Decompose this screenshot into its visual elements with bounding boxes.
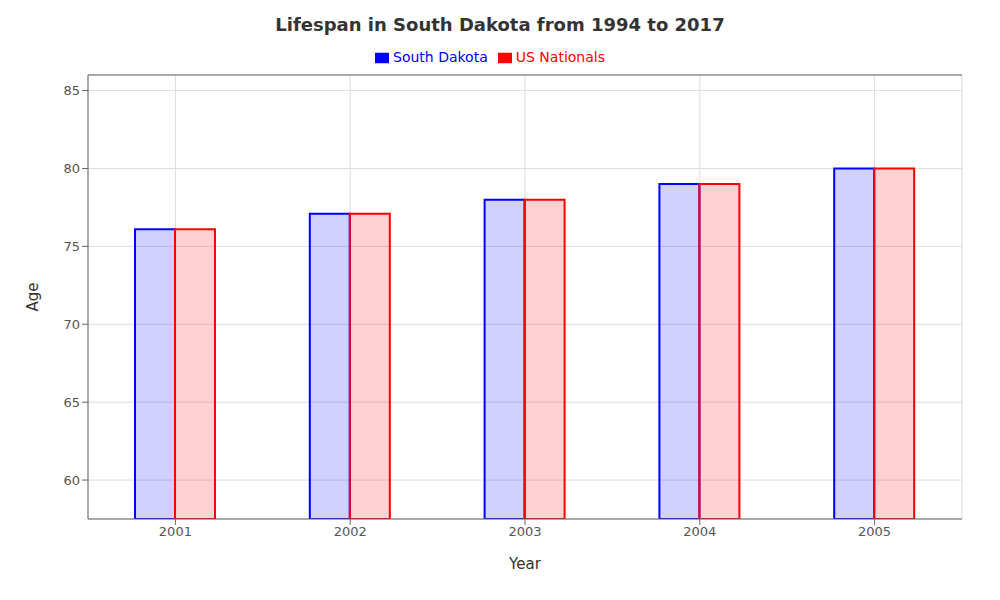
html-text:South Dakota: South Dakota (393, 49, 488, 65)
html-text:US Nationals: US Nationals (515, 49, 605, 65)
svg-text:2004: 2004 (683, 524, 716, 539)
svg-text:85: 85 (63, 83, 80, 98)
svg-text:Age: Age (24, 282, 42, 311)
svg-text:75: 75 (63, 239, 80, 254)
svg-text:80: 80 (63, 161, 80, 176)
html-text:Lifespan in South Dakota from: Lifespan in South Dakota from 1994 to 20… (275, 14, 725, 35)
svg-text:2005: 2005 (858, 524, 891, 539)
svg-text:70: 70 (63, 317, 80, 332)
svg-text:65: 65 (63, 395, 80, 410)
svg-text:60: 60 (63, 473, 80, 488)
svg-text:2003: 2003 (508, 524, 541, 539)
svg-text:2002: 2002 (334, 524, 367, 539)
svg-text:2001: 2001 (159, 524, 192, 539)
svg-text:Year: Year (508, 555, 542, 573)
